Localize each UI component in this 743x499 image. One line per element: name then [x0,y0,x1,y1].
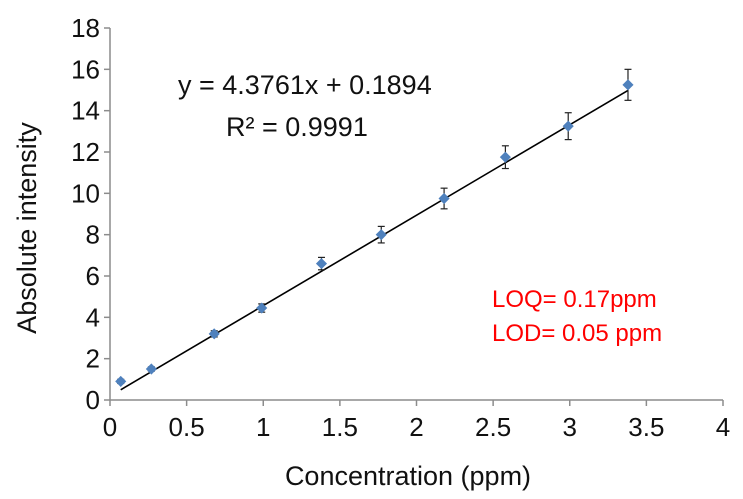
data-point [623,80,633,90]
x-tick-label: 4 [716,412,730,442]
y-tick-label: 14 [71,96,100,126]
r-squared-label: R² = 0.9991 [226,112,368,142]
x-tick-label: 1.5 [322,412,358,442]
y-tick-label: 12 [71,137,100,167]
x-tick-label: 3.5 [628,412,664,442]
y-tick-label: 4 [86,302,100,332]
y-tick-label: 6 [86,261,100,291]
data-point [116,376,126,386]
x-tick-label: 1 [256,412,270,442]
x-tick-label: 0.5 [169,412,205,442]
y-tick-label: 10 [71,178,100,208]
y-tick-label: 16 [71,54,100,84]
trendline-equation: y = 4.3761x + 0.1894 [178,70,432,100]
x-tick-label: 2.5 [475,412,511,442]
x-tick-label: 3 [563,412,577,442]
x-axis-title: Concentration (ppm) [285,461,531,491]
data-point [563,121,573,131]
data-point [146,364,156,374]
lod-annotation: LOD= 0.05 ppm [492,320,662,347]
y-tick-label: 8 [86,220,100,250]
x-tick-label: 0 [103,412,117,442]
y-tick-label: 0 [86,385,100,415]
data-point [316,259,326,269]
data-point [439,194,449,204]
y-tick-label: 2 [86,344,100,374]
y-axis-title: Absolute intensity [12,122,42,334]
loq-annotation: LOQ= 0.17ppm [492,286,657,313]
x-tick-label: 2 [409,412,423,442]
y-tick-label: 18 [71,13,100,43]
